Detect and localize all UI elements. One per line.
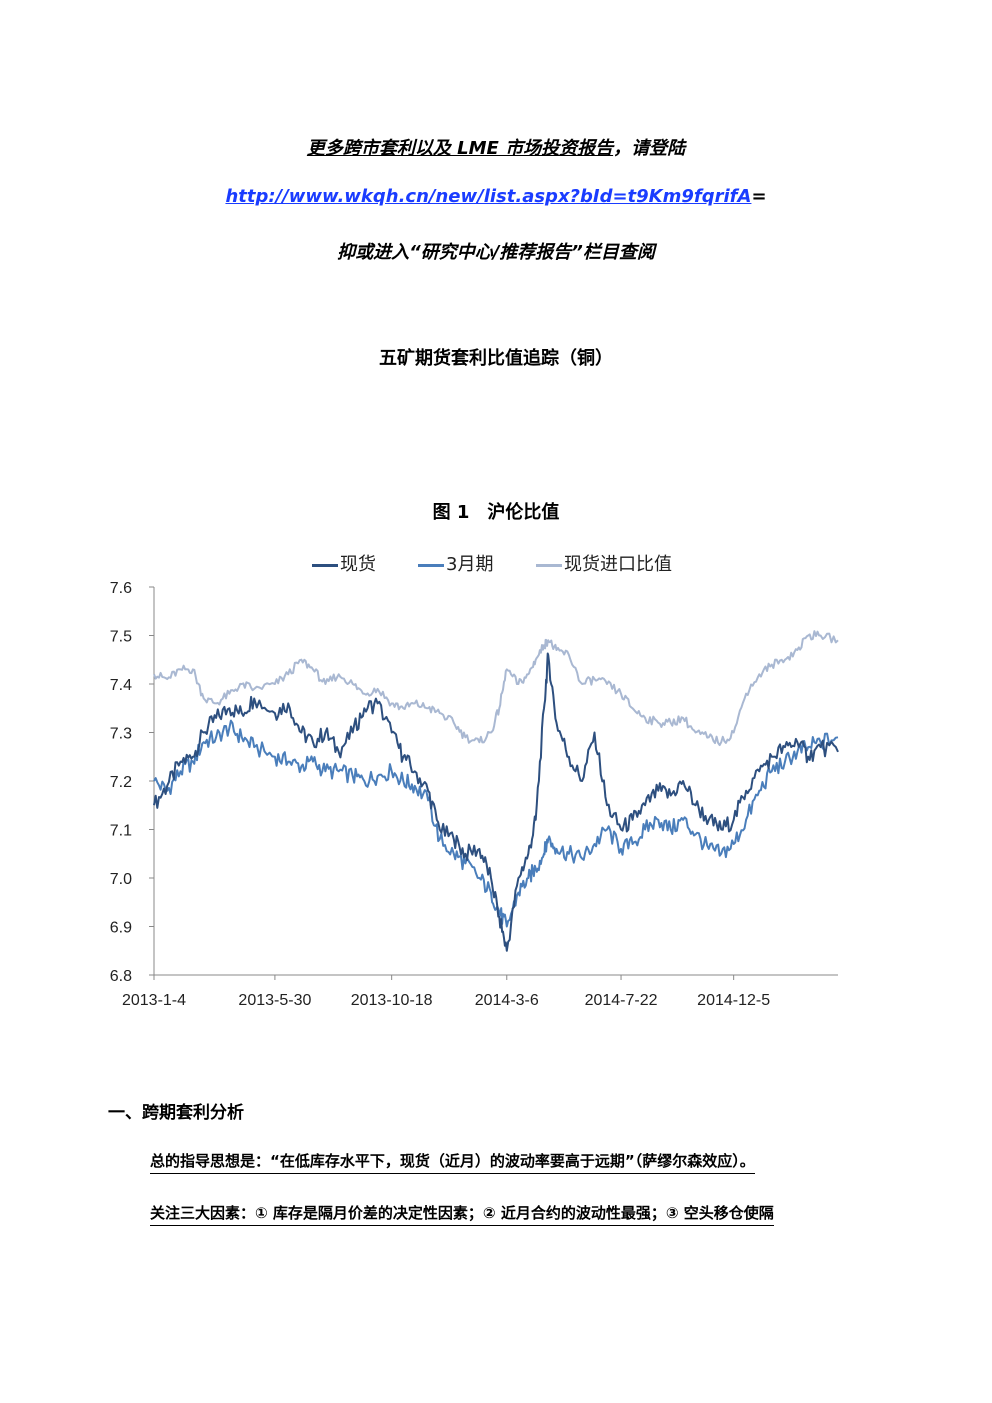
legend-item-spot: 现货 [312,550,376,576]
legend-item-import: 现货进口比值 [536,550,672,576]
chart-legend: 现货 3月期 现货进口比值 [0,550,992,578]
y-tick-label: 7.6 [110,580,132,597]
y-tick-label: 7.1 [110,823,132,840]
y-tick-label: 7.4 [110,677,132,694]
section-heading: 一、跨期套利分析 [108,1103,244,1123]
y-tick-label: 6.9 [110,920,132,937]
doc-title: 五矿期货套利比值追踪（铜） [379,348,613,369]
promo-url-line: http://www.wkqh.cn/new/list.aspx?bId=t9K… [0,186,992,207]
legend-swatch-3m [418,563,444,567]
series-line-2 [153,630,839,747]
ratio-line-chart: 6.8 6.9 7.0 7.1 7.2 7.3 7.4 7.5 7.6 2013-1-4 2013-… [110,580,839,1009]
x-tick-label: 2013-5-30 [238,992,311,1009]
x-tick-label: 2014-7-22 [585,992,658,1009]
x-tick-label: 2014-3-6 [475,992,539,1009]
y-tick-label: 7.0 [110,871,132,888]
x-tick-label: 2014-12-5 [697,992,770,1009]
promo-line-1: 更多跨市套利以及 LME 市场投资报告，请登陆 [0,134,992,160]
y-tick-label: 7.5 [110,629,132,646]
legend-item-3m: 3月期 [418,550,493,576]
legend-label-import: 现货进口比值 [564,554,672,575]
x-tick-label: 2013-10-18 [351,992,433,1009]
y-tick-label: 6.8 [110,968,132,985]
legend-label-3m: 3月期 [446,554,494,575]
promo-line-1-suffix: ，请登陆 [613,138,686,159]
promo-url-link[interactable]: http://www.wkqh.cn/new/list.aspx?bId=t9K… [225,186,752,207]
promo-line-3: 抑或进入“研究中心/推荐报告”栏目查阅 [337,242,655,263]
promo-url-suffix: = [751,186,767,207]
paragraph-1: 总的指导思想是：“在低库存水平下，现货（近月）的波动率要高于远期”（萨缪尔森效应… [150,1150,755,1174]
y-tick-label: 7.2 [110,774,132,791]
legend-label-spot: 现货 [340,554,376,575]
x-tick-label: 2013-1-4 [122,992,186,1009]
legend-swatch-import [536,563,562,567]
figure-title: 图 1 沪伦比值 [432,502,560,523]
series-line-1 [153,719,839,928]
promo-line-1-main: 更多跨市套利以及 LME 市场投资报告 [306,138,614,159]
paragraph-2: 关注三大因素：① 库存是隔月价差的决定性因素；② 近月合约的波动性最强；③ 空头… [150,1202,774,1226]
y-tick-label: 7.3 [110,726,132,743]
legend-swatch-spot [312,563,338,567]
series-line-0 [153,652,839,952]
